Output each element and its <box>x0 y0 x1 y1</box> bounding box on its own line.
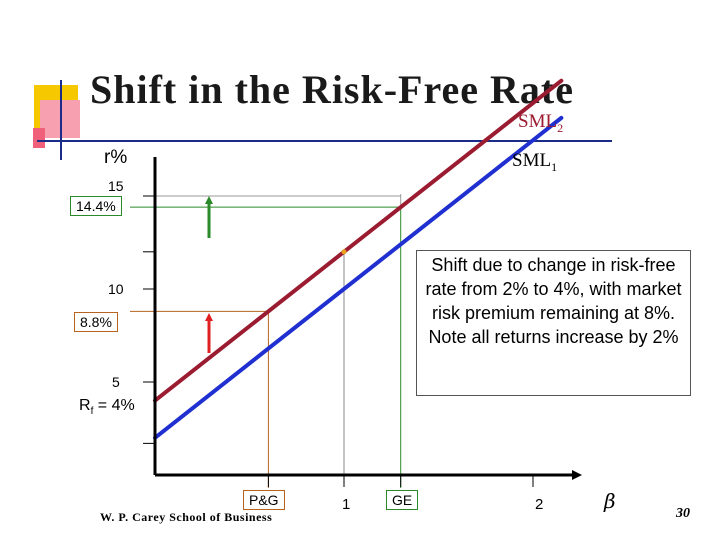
beta-symbol: β <box>604 489 616 513</box>
y-annotation-8-8: 8.8% <box>74 312 118 332</box>
x-tick-2: 2 <box>535 496 544 513</box>
y-axis-label: r% <box>104 147 128 168</box>
y-annotation-14-4: 14.4% <box>70 196 122 216</box>
sml2-label-main: SML <box>518 111 558 132</box>
sml1-line <box>153 115 564 440</box>
page-number: 30 <box>676 506 690 521</box>
y-tick-10: 10 <box>108 281 124 297</box>
x-tick-1: 1 <box>342 496 351 513</box>
footer-school-name: W. P. Carey School of Business <box>100 510 273 524</box>
sml1-label-sub: 1 <box>551 159 558 174</box>
deco-vertical-line <box>60 80 62 160</box>
y-tick-15: 15 <box>108 178 124 194</box>
slide-title: Shift in the Risk-Free Rate <box>90 67 574 112</box>
red-shift-arrow-head <box>205 313 213 321</box>
deco-red-square <box>33 128 45 148</box>
green-shift-arrow-head <box>205 196 213 204</box>
sml1-label: SML1 <box>512 150 557 175</box>
sml2-label-sub: 2 <box>557 120 564 135</box>
deco-horizontal-line <box>37 140 612 142</box>
chart-marks <box>143 156 582 487</box>
x-axis-arrow <box>572 470 582 480</box>
ge-label: GE <box>386 490 419 510</box>
market-point <box>341 249 347 255</box>
sml2-line <box>153 78 564 403</box>
series-lines <box>153 78 564 440</box>
gridlines <box>130 194 402 488</box>
sml2-label: SML2 <box>518 111 563 136</box>
pg-label: P&G <box>243 490 285 510</box>
sml1-label-main: SML <box>512 150 552 171</box>
rf-label: Rf = 4% <box>79 397 135 418</box>
shift-note: Shift due to change in risk-free rate fr… <box>416 250 691 396</box>
y-tick-5: 5 <box>112 374 120 390</box>
